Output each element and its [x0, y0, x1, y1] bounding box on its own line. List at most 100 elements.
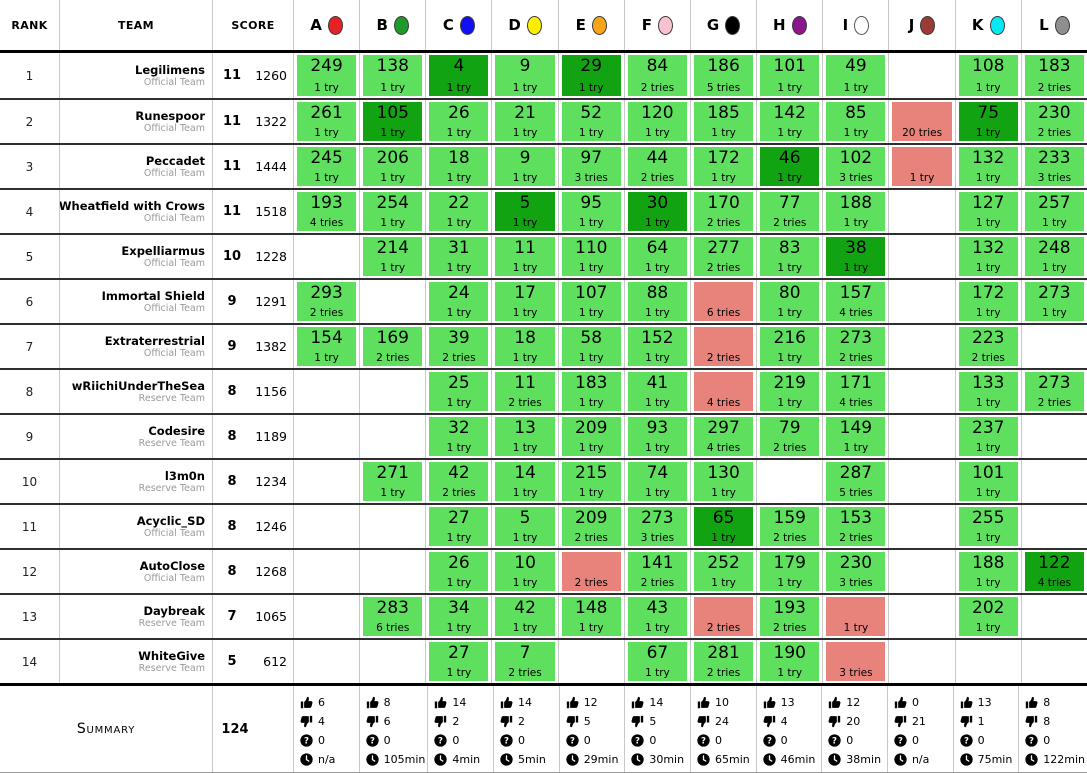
balloon-icon [920, 15, 936, 35]
team-row-3[interactable]: 3 Peccadet Official Team 11 1444 245 1 try 206 1… [0, 143, 1087, 188]
result-cell-B [359, 370, 425, 413]
solve-time: 255 [972, 508, 1005, 528]
team-row-7[interactable]: 7 Extraterrestrial Official Team 9 1382 154 1 … [0, 323, 1087, 368]
result-correct: 233 3 tries [1024, 147, 1084, 186]
solve-time: 254 [376, 193, 409, 213]
solve-time: 101 [972, 463, 1005, 483]
tries-count: 2 tries [971, 352, 1005, 364]
team-name: Codesire [148, 423, 205, 438]
tries-count: 1 try [512, 487, 538, 499]
result-correct: 9 1 try [495, 55, 555, 96]
team-row-13[interactable]: 13 Daybreak Reserve Team 7 1065 283 6 tries 34 1… [0, 593, 1087, 638]
result-first: 46 1 try [760, 147, 820, 186]
tries-count: 4 tries [309, 217, 344, 229]
result-cell-L [1020, 460, 1087, 503]
result-cell-L: 230 2 tries [1020, 100, 1087, 143]
solved-count: 11 [222, 204, 242, 219]
solve-time: 188 [839, 193, 873, 213]
result-correct: 83 1 try [760, 237, 820, 276]
first_time-value: 122min [1043, 753, 1085, 766]
result-cell-B: 169 2 tries [359, 325, 425, 368]
solved-count: 7 [227, 609, 237, 624]
result-cell-I: 273 2 tries [822, 325, 888, 368]
summary-stats-L: 8 8? 0 122min [1018, 686, 1087, 772]
pending-value: 0 [318, 734, 325, 747]
summary-line-pending: ? 0 [762, 731, 820, 750]
tries-count: 5 tries [839, 487, 873, 499]
summary-line-pending: ? 0 [959, 731, 1017, 750]
summary-line-pending: ? 0 [434, 731, 491, 750]
tries-count: 2 tries [1037, 82, 1072, 94]
result-cell-I: 188 1 try [822, 190, 888, 233]
rejected-value: 5 [649, 715, 657, 728]
team-row-10[interactable]: 10 l3m0n Reserve Team 8 1234 271 1 try 42 2 trie… [0, 458, 1087, 503]
result-correct: 169 2 tries [363, 327, 423, 366]
result-correct: 102 3 tries [826, 147, 886, 186]
tries-count: 1 try [777, 352, 803, 364]
clock-icon [434, 753, 448, 766]
tries-count: 2 tries [1037, 397, 1072, 409]
team-row-8[interactable]: 8 wRiichiUnderTheSea Reserve Team 8 1156 25 1 … [0, 368, 1087, 413]
result-correct: 107 1 try [561, 282, 621, 321]
penalty-time: 1156 [255, 384, 287, 399]
problem-letter: D [508, 16, 521, 34]
accepted-value: 6 [318, 696, 325, 709]
team-row-12[interactable]: 12 AutoClose Official Team 8 1268 26 1 try 10 1 … [0, 548, 1087, 593]
team-name: Extraterrestrial [104, 333, 205, 348]
result-correct: 27 1 try [429, 642, 489, 681]
solve-time: 64 [646, 238, 669, 258]
team-row-1[interactable]: 1 Legilimens Official Team 11 1260 249 1 try 13… [0, 53, 1087, 98]
tries-count: 1 try [512, 352, 538, 364]
result-cell-J [888, 325, 954, 368]
team-row-9[interactable]: 9 Codesire Reserve Team 8 1189 32 1 try 13 1 try… [0, 413, 1087, 458]
result-correct: 245 1 try [297, 147, 357, 186]
solve-time: 230 [839, 553, 873, 573]
problem-header-J: J [888, 0, 954, 50]
result-cell-I: 171 4 tries [822, 370, 888, 413]
tries-count: 1 try [843, 262, 869, 274]
team-row-2[interactable]: 2 Runespoor Official Team 11 1322 261 1 try 105… [0, 98, 1087, 143]
tries-count: 2 tries [773, 217, 807, 229]
solve-time: 214 [376, 238, 409, 258]
rejected-value: 4 [318, 715, 325, 728]
tries-count: 1 try [578, 352, 604, 364]
solve-time: 93 [646, 418, 669, 438]
team-type: Official Team [143, 123, 205, 135]
summary-label: Summary [76, 721, 136, 737]
tries-count: 1 try [578, 487, 604, 499]
problem-letter: F [641, 16, 653, 34]
solve-time: 132 [972, 238, 1005, 258]
solve-time: 171 [839, 373, 873, 393]
score-cell: 8 1156 [212, 370, 293, 413]
solve-time: 283 [376, 598, 409, 618]
solve-time: 107 [575, 283, 608, 303]
solve-time: 179 [773, 553, 806, 573]
team-row-5[interactable]: 5 Expelliarmus Official Team 10 1228 214 1 try… [0, 233, 1087, 278]
tries-count: 1 try [777, 667, 803, 679]
tries-count: 1 try [446, 307, 472, 319]
team-row-4[interactable]: 4 Wheatfield with Crows Official Team 11 151… [0, 188, 1087, 233]
result-correct: 34 1 try [429, 597, 489, 636]
tries-count: 1 try [512, 217, 538, 229]
result-cell-E: 95 1 try [557, 190, 624, 233]
team-row-14[interactable]: 14 WhiteGive Reserve Team 5 612 27 1 try 7 2 tri… [0, 638, 1087, 683]
result-cell-C: 26 1 try [425, 100, 491, 143]
result-cell-K: 127 1 try [954, 190, 1021, 233]
tries-count: 1 try [843, 82, 869, 94]
tries-count: 1 try [975, 577, 1001, 589]
tries-count: 1 try [843, 622, 869, 634]
pending-value: 0 [715, 734, 722, 747]
result-cell-G: 4 tries [689, 370, 756, 413]
result-cell-A [293, 370, 359, 413]
team-row-6[interactable]: 6 Immortal Shield Official Team 9 1291 293 2 t… [0, 278, 1087, 323]
solve-time: 95 [580, 193, 603, 213]
result-cell-H: 79 2 tries [756, 415, 822, 458]
solve-time: 13 [514, 418, 536, 438]
balloon-icon [526, 15, 542, 35]
team-row-11[interactable]: 11 Acyclic_SD Official Team 8 1246 27 1 try 5 1 … [0, 503, 1087, 548]
solve-time: 18 [448, 148, 470, 168]
solve-time: 5 [519, 193, 531, 213]
result-cell-D: 9 1 try [491, 145, 557, 188]
result-cell-I: 85 1 try [822, 100, 888, 143]
result-cell-F: 44 2 tries [623, 145, 690, 188]
